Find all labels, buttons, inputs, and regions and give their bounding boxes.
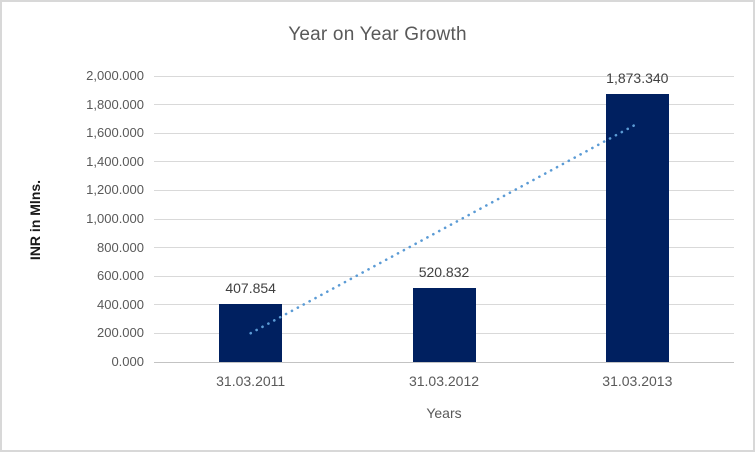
y-axis-tick-label: 1,400.000 [86,153,144,169]
y-axis-tick-label: 1,200.000 [86,182,144,198]
x-axis-line [154,361,734,363]
y-axis-tick-label: 200.000 [97,325,144,341]
y-axis-tick-label: 0.000 [111,354,144,369]
x-axis-category-label: 31.03.2013 [602,373,673,389]
y-axis-tick-label: 1,800.000 [86,96,144,112]
y-axis-tick-label: 1,000.000 [86,211,144,226]
gridline [154,75,734,77]
gridline [154,104,734,106]
y-axis-tick-label: 1,600.000 [86,125,144,141]
x-axis-category-label: 31.03.2011 [216,373,286,389]
x-axis-title: Years [426,405,462,421]
x-axis-category-label: 31.03.2012 [408,373,480,389]
y-axis-tick-label: 800.000 [97,239,144,255]
bar-series-point[interactable] [412,287,476,362]
y-axis-tick-label: 2,000.000 [86,68,144,83]
y-axis-tick-label: 600.000 [97,268,144,284]
chart-title: Year on Year Growth [288,24,467,45]
bar-data-label: 520.832 [418,263,470,280]
y-axis-title: INR in Mlns. [27,179,44,261]
bar-data-label: 1,873.340 [606,70,669,87]
bar-series-point[interactable] [219,303,283,362]
y-axis-tick-label: 400.000 [97,296,144,312]
bar-data-label: 407.854 [225,279,276,296]
bar-series-point[interactable] [605,94,669,362]
